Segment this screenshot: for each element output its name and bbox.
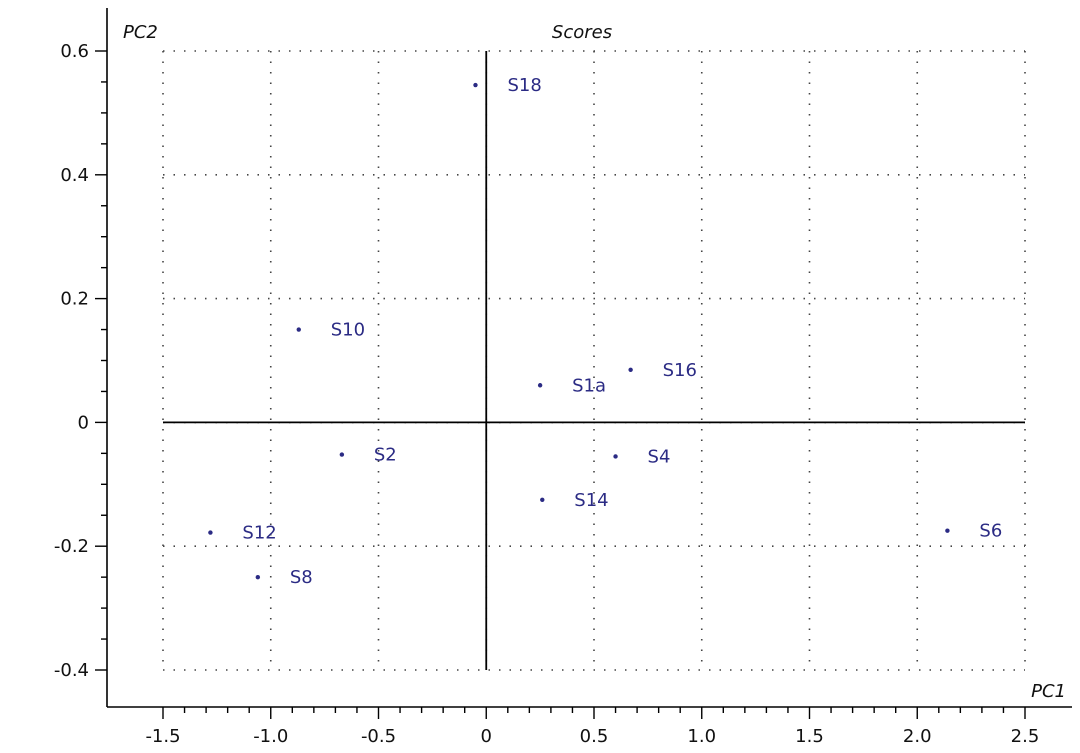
data-point: [628, 367, 633, 372]
data-point: [540, 497, 545, 502]
x-tick-label: 0: [481, 726, 492, 747]
data-point: [296, 327, 301, 332]
tick-marks: -0.4 -0.2 0 0.2 0.4 0.6 -1.5 -1.0 -0.5 0 0.5 1.0 1.5…: [54, 41, 1039, 747]
x-tick-label: -1.5: [145, 726, 180, 747]
data-point-label: S14: [574, 490, 608, 511]
x-tick-label: 1.5: [795, 726, 824, 747]
y-tick-label: 0.6: [60, 41, 89, 62]
x-tick-label: 1.0: [687, 726, 716, 747]
x-axis-label: PC1: [1031, 681, 1066, 702]
x-tick-label: 2.0: [903, 726, 932, 747]
axes: [106, 8, 1072, 708]
data-point-label: S8: [290, 567, 313, 588]
data-point-label: S2: [374, 445, 397, 466]
data-point: [613, 454, 618, 459]
y-tick-label: -0.4: [54, 660, 89, 681]
y-tick-label: 0: [78, 412, 89, 433]
data-point-label: S10: [331, 320, 365, 341]
data-point: [339, 452, 345, 457]
data-point-label: S12: [242, 523, 276, 544]
chart-title: Scores: [552, 22, 612, 43]
data-point: [537, 383, 543, 388]
data-point: [945, 528, 950, 533]
data-point: [208, 530, 213, 535]
y-tick-label: 0.4: [60, 165, 89, 186]
x-tick-label: -0.5: [361, 726, 396, 747]
data-point-label: S16: [663, 360, 697, 381]
data-point: [473, 82, 478, 88]
data-point-label: S18: [507, 75, 541, 96]
x-tick-label: 2.5: [1011, 726, 1040, 747]
data-points: S18 S10 S16 S1a S2 S4 S14 S12 S6 S8: [208, 75, 1002, 588]
y-tick-label: 0.2: [60, 289, 89, 310]
y-axis-label: PC2: [123, 22, 158, 43]
data-point-label: S4: [648, 446, 671, 467]
y-tick-label: -0.2: [54, 536, 89, 557]
data-point-label: S6: [979, 521, 1002, 542]
data-point: [255, 574, 261, 580]
data-point-label: S1a: [572, 375, 606, 396]
x-tick-label: -1.0: [253, 726, 288, 747]
x-tick-label: 0.5: [580, 726, 609, 747]
